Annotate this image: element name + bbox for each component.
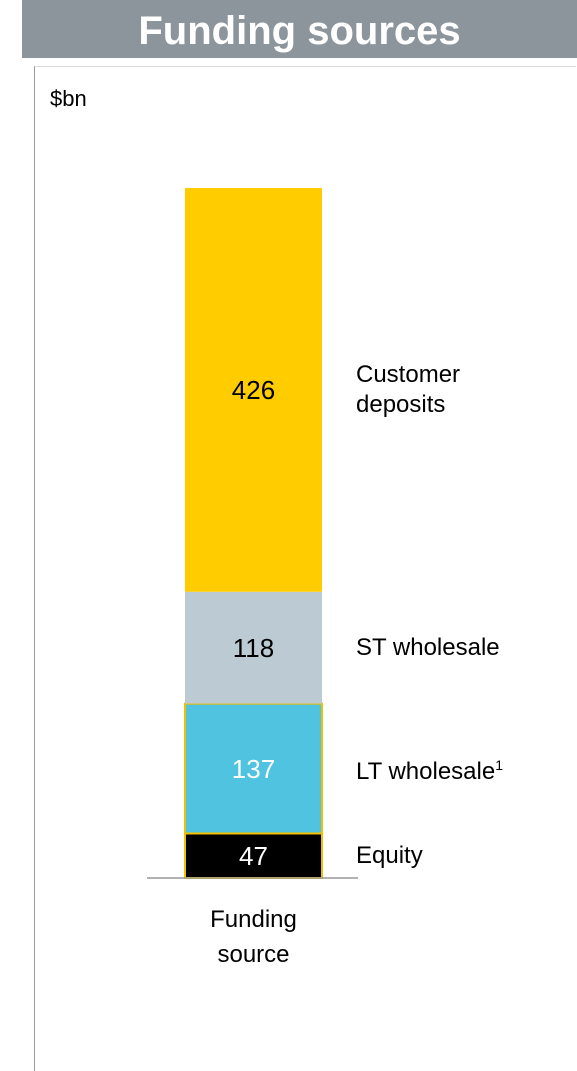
bar-segment (184, 702, 323, 835)
value-label: 137 (231, 753, 276, 784)
legend-label: Customer deposits (356, 360, 546, 420)
value-label: 426 (231, 374, 276, 405)
legend-label: LT wholesale1 (356, 750, 546, 787)
series-name: LT wholesale (356, 758, 496, 786)
bar-segment (185, 188, 322, 592)
x-tick-label: Funding source (210, 906, 297, 968)
panel (34, 66, 576, 1071)
footnote-marker: 1 (495, 757, 503, 774)
series-name: ST wholesale (356, 633, 500, 661)
series-name: Customer deposits (356, 360, 461, 418)
value-label: 47 (239, 840, 268, 871)
series-name: Equity (356, 841, 423, 869)
value-label: 118 (232, 632, 275, 663)
legend-label: ST wholesale (356, 633, 546, 663)
unit-label: $bn (50, 86, 87, 111)
bar-segment (185, 591, 322, 704)
chart-title: Funding sources (22, 0, 577, 58)
legend-label: Equity (356, 841, 546, 871)
